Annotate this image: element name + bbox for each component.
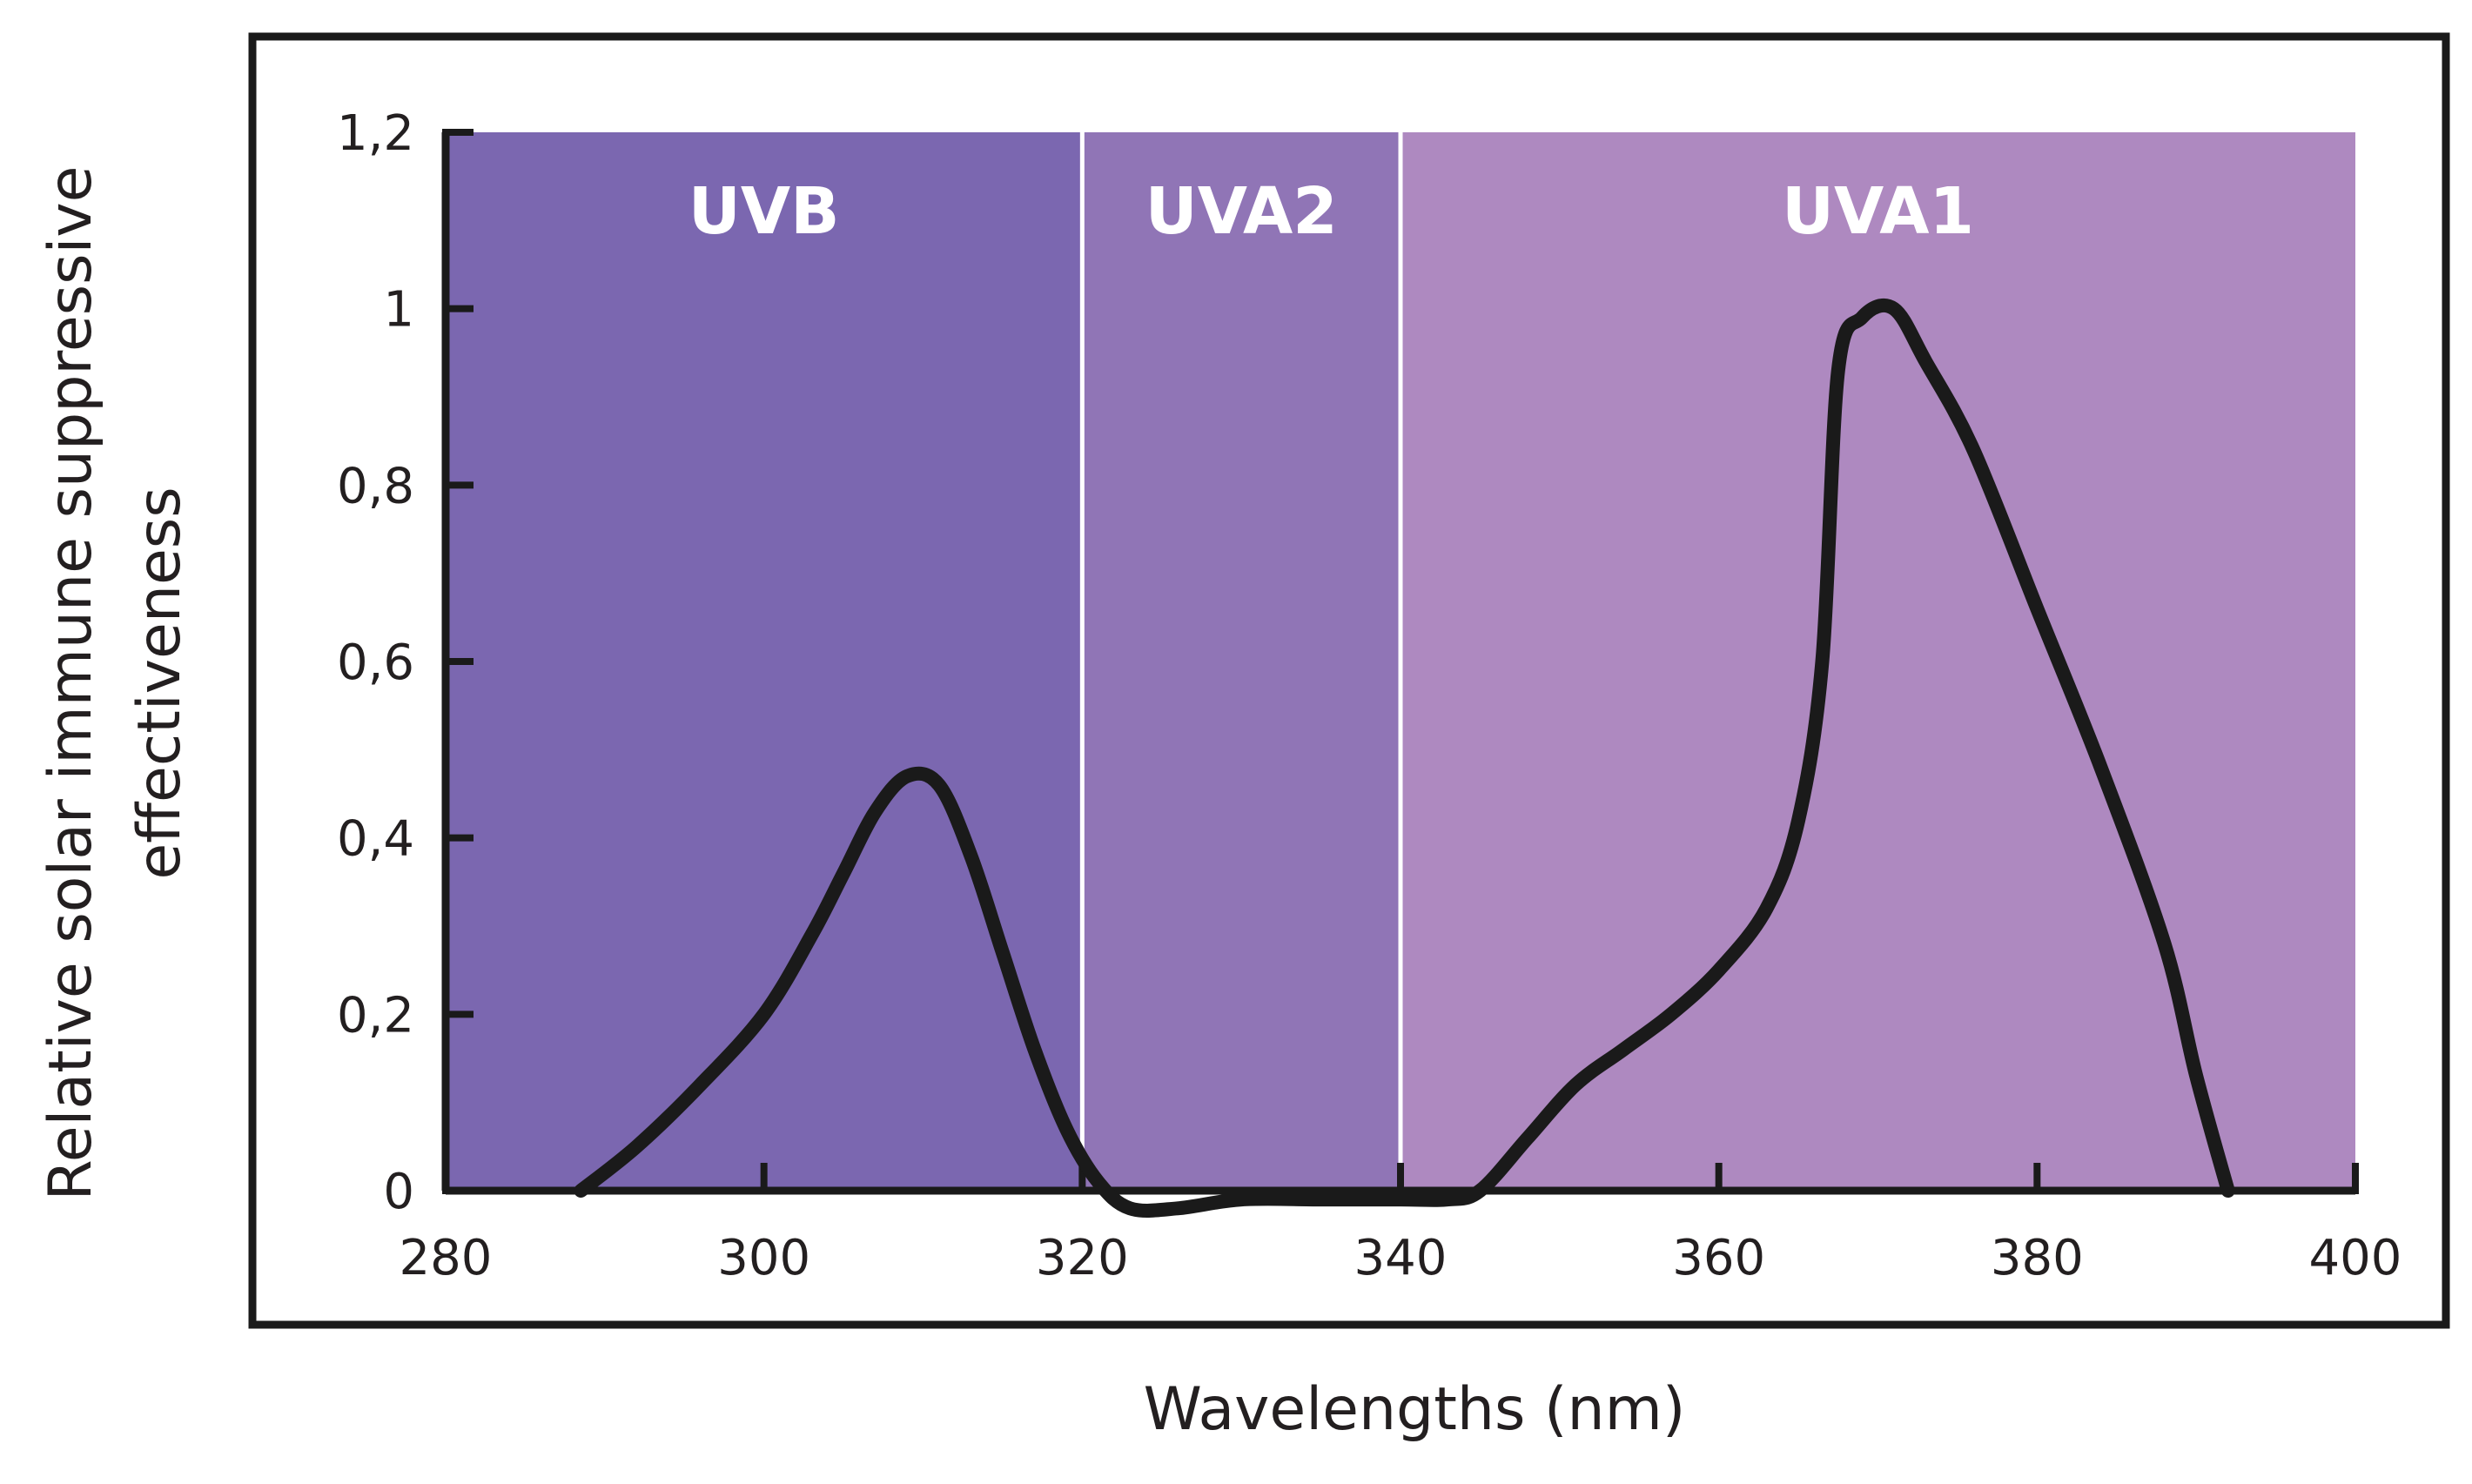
band-uva2 (1082, 132, 1401, 1191)
y-tick-label: 1,2 (337, 105, 414, 162)
x-tick-label: 300 (717, 1230, 810, 1286)
band-label-uva1: UVA1 (1782, 174, 1974, 249)
series (574, 299, 2235, 1218)
ticks: 280 300 320 340 360 380 400 0 0,2 0,4 0,6 0,8 1 1,2 (337, 105, 2402, 1286)
band-label-uva2: UVA2 (1145, 174, 1338, 249)
x-tick-label: 400 (2309, 1230, 2402, 1286)
y-tick-label: 0 (383, 1164, 414, 1220)
series-line (574, 299, 2235, 1218)
y-axis-title-line-2: effectiveness (125, 487, 194, 879)
uv-bands (446, 132, 2355, 1191)
band-uva1 (1401, 132, 2355, 1191)
y-axis-title: Relative solar immune suppressive effect… (37, 165, 194, 1200)
x-axis-title: Wavelengths (nm) (1144, 1375, 1686, 1444)
x-tick-label: 340 (1354, 1230, 1448, 1286)
x-tick-label: 360 (1672, 1230, 1765, 1286)
y-axis-title-line-1: Relative solar immune suppressive (37, 165, 105, 1200)
band-uvb (446, 132, 1083, 1191)
y-tick-label: 0,8 (337, 458, 414, 514)
band-label-uvb: UVB (689, 174, 840, 249)
y-tick-label: 0,4 (337, 811, 414, 868)
chart-frame (248, 32, 2450, 1329)
y-tick-label: 0,6 (337, 635, 414, 691)
y-tick-label: 1 (383, 282, 414, 339)
x-tick-label: 280 (400, 1230, 493, 1286)
band-labels: UVB UVA2 UVA1 (689, 174, 1974, 249)
y-tick-label: 0,2 (337, 987, 414, 1044)
x-tick-label: 380 (1991, 1230, 2084, 1286)
x-tick-label: 320 (1036, 1230, 1129, 1286)
